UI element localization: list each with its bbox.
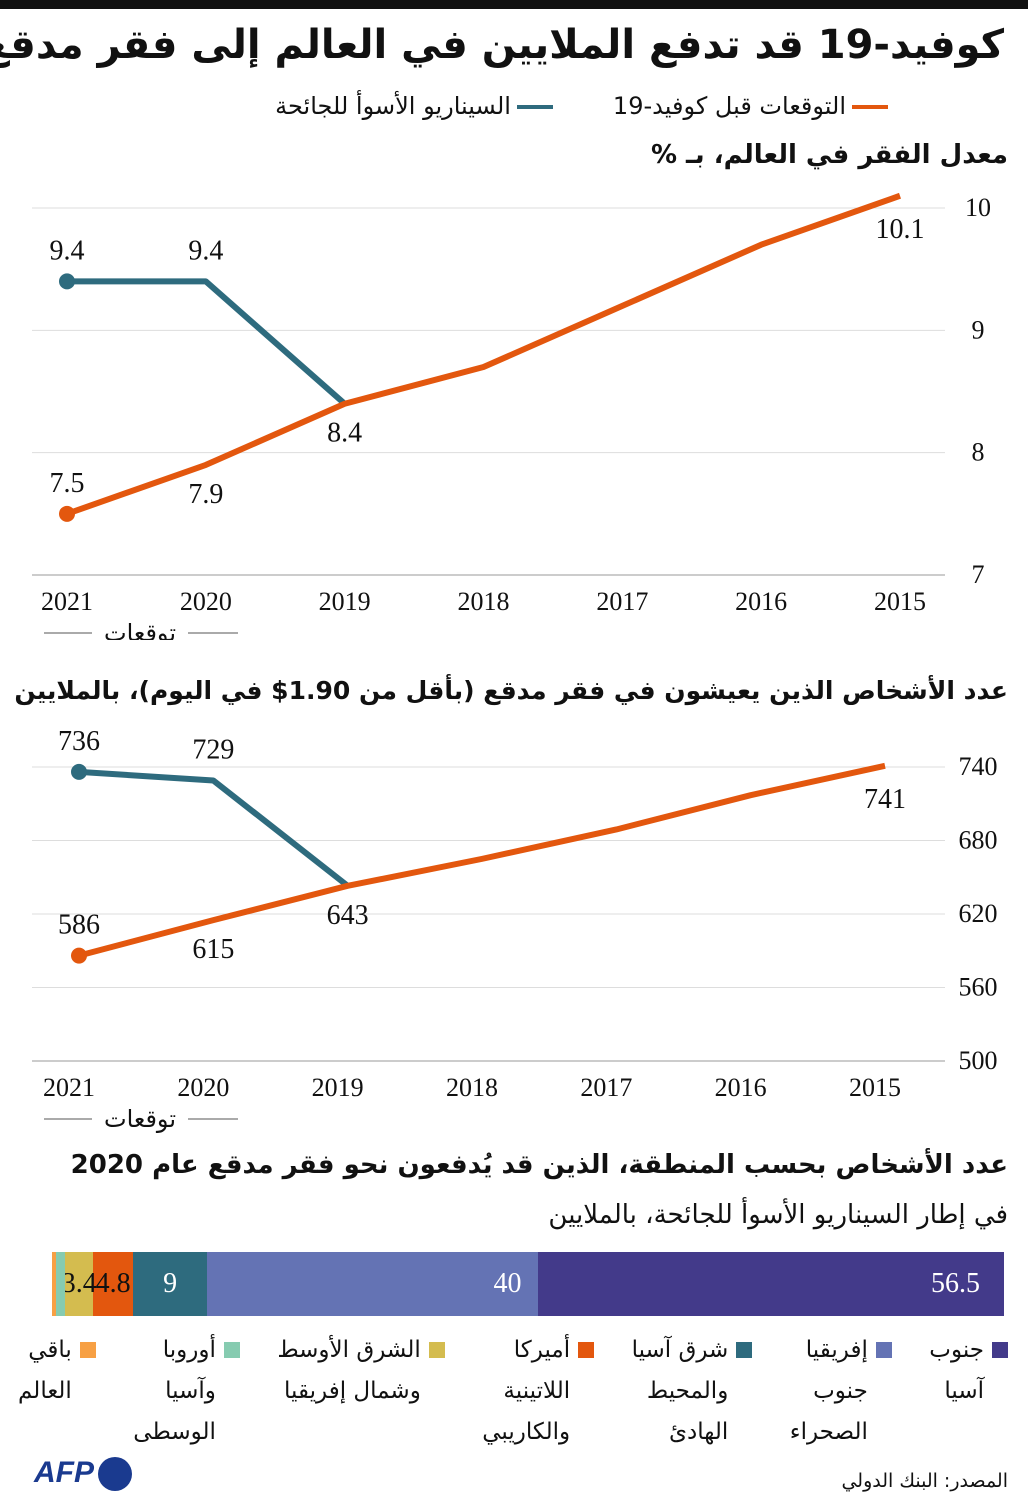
series-end-point [59,273,75,290]
series-end-point [71,763,87,780]
region-legend-item: شرق آسيا والمحيط الهادئ [632,1330,753,1453]
x-tick-label: 2017 [580,1073,632,1102]
segment-value-label: 56.5 [931,1268,980,1299]
y-tick-label: 740 [959,752,998,781]
legend-swatch [516,105,553,109]
x-tick-label: 2018 [446,1073,498,1102]
x-tick-label: 2019 [319,587,371,616]
legend-swatch [875,1342,892,1358]
legend-label: السيناريو الأسوأ للجائحة [275,92,511,120]
region-legend-item: باقي العالم [18,1330,96,1453]
legend-swatch [992,1342,1008,1358]
legend-label: التوقعات قبل كوفيد-19 [612,92,846,120]
y-tick-label: 620 [959,899,998,928]
series-end-point [71,947,87,964]
chart3-subtitle: في إطار السيناريو الأسوأ للجائحة، بالملا… [548,1200,1008,1230]
data-label: 9.4 [50,235,85,266]
region-legend-item: إفريقيا جنوب الصحراء [790,1330,892,1453]
x-tick-label: 2021 [41,587,93,616]
chart1-poverty-rate: 7 8 9 10 2015 2016 2017 2018 2019 2020 2021 توقعات 1… [32,192,991,640]
region-legend-item: أوروبا وآسيا الوسطى [133,1330,240,1453]
data-label: 586 [58,910,100,941]
region-name: باقي العالم [18,1337,72,1404]
bar-segment: 3.4 [62,1252,97,1316]
segment-value-label: 40 [493,1268,522,1299]
x-tick-label: 2015 [874,587,926,616]
x-tick-label: 2016 [715,1073,767,1102]
x-tick-label: 2017 [596,587,648,616]
series-end-point [59,505,75,522]
y-tick-label: 560 [959,973,998,1002]
y-tick-label: 7 [972,560,985,589]
region-name: شرق آسيا والمحيط الهادئ [631,1337,729,1445]
bar-segment: 9 [132,1252,208,1316]
y-tick-label: 8 [972,438,985,467]
bar-segment: 56.5 [537,1252,1004,1316]
legend-item-pre-covid: التوقعات قبل كوفيد-19 [613,92,888,120]
x-tick-label: 2019 [312,1073,364,1102]
y-tick-label: 500 [959,1046,998,1075]
x-tick-label: 2016 [735,587,787,616]
y-tick-label: 9 [972,315,985,344]
y-tick-label: 10 [965,193,991,222]
x-tick-label: 2020 [177,1073,229,1102]
legend-swatch [428,1342,445,1358]
top-bar [0,0,1028,9]
data-label: 643 [327,900,369,931]
data-label: 736 [58,726,100,757]
series-line [78,768,350,889]
data-label: 615 [192,934,234,965]
legend-swatch [852,105,888,109]
series-line [78,762,886,959]
legend-swatch [736,1342,753,1358]
segment-value-label: 3.4 [61,1268,97,1299]
series-line [66,192,901,517]
legend-item-worst-case: السيناريو الأسوأ للجائحة [275,92,553,120]
y-tick-label: 680 [959,826,998,855]
bar-segment: 40 [207,1252,538,1316]
data-label: 7.5 [50,468,85,499]
chart2-people-in-poverty: 500 560 620 680 740 2015 2016 2017 2018 2019 2020 2… [32,726,998,1133]
bar-segment [52,1252,57,1316]
segment-value-label: 4.8 [95,1268,131,1299]
forecast-label: توقعات [104,1105,176,1133]
bar-segment [56,1252,66,1316]
chart1-title: معدل الفقر في العالم، بـ % [650,140,1008,170]
page-title: كوفيد-19 قد تدفع الملايين في العالم إلى … [0,22,1004,68]
source-note: المصدر: البنك الدولي [841,1470,1008,1492]
data-label: 7.9 [188,479,223,510]
data-label: 729 [192,734,234,765]
region-name: جنوب آسيا [929,1337,984,1404]
region-legend-item: جنوب آسيا [929,1330,1008,1453]
series-line [67,278,347,406]
region-name: إفريقيا جنوب الصحراء [789,1337,868,1445]
data-label: 9.4 [188,235,223,266]
stacked-bar: 56.5 40 9 4.8 3.4 [52,1252,1004,1316]
x-tick-label: 2021 [43,1073,95,1102]
region-legend-item: الشرق الأوسط وشمال إفريقيا [277,1330,445,1453]
data-label: 741 [864,784,906,815]
region-name: أميركا اللاتينية والكاريبي [482,1337,571,1445]
data-label: 10.1 [876,214,925,245]
chart3-title: عدد الأشخاص بحسب المنطقة، الذين قد يُدفع… [70,1150,1008,1180]
x-tick-label: 2020 [180,587,232,616]
segment-value-label: 9 [163,1268,178,1299]
region-legend: جنوب آسيا إفريقيا جنوب الصحراء شرق آسيا وا… [18,1330,1008,1453]
legend-swatch [223,1342,240,1358]
afp-logo: AFP [34,1456,132,1492]
legend-swatch [578,1342,595,1358]
region-legend-item: أميركا اللاتينية والكاريبي [482,1330,595,1453]
region-name: الشرق الأوسط وشمال إفريقيا [277,1337,421,1404]
bar-segment: 4.8 [93,1252,133,1316]
data-label: 8.4 [327,418,362,449]
x-tick-label: 2015 [849,1073,901,1102]
region-name: أوروبا وآسيا الوسطى [133,1337,216,1445]
legend-swatch [79,1342,96,1358]
chart2-title: عدد الأشخاص الذين يعيشون في فقر مدقع (بأ… [14,676,1008,705]
legend: التوقعات قبل كوفيد-19 السيناريو الأسوأ ل… [275,92,888,120]
x-tick-label: 2018 [458,587,510,616]
forecast-label: توقعات [104,619,176,640]
